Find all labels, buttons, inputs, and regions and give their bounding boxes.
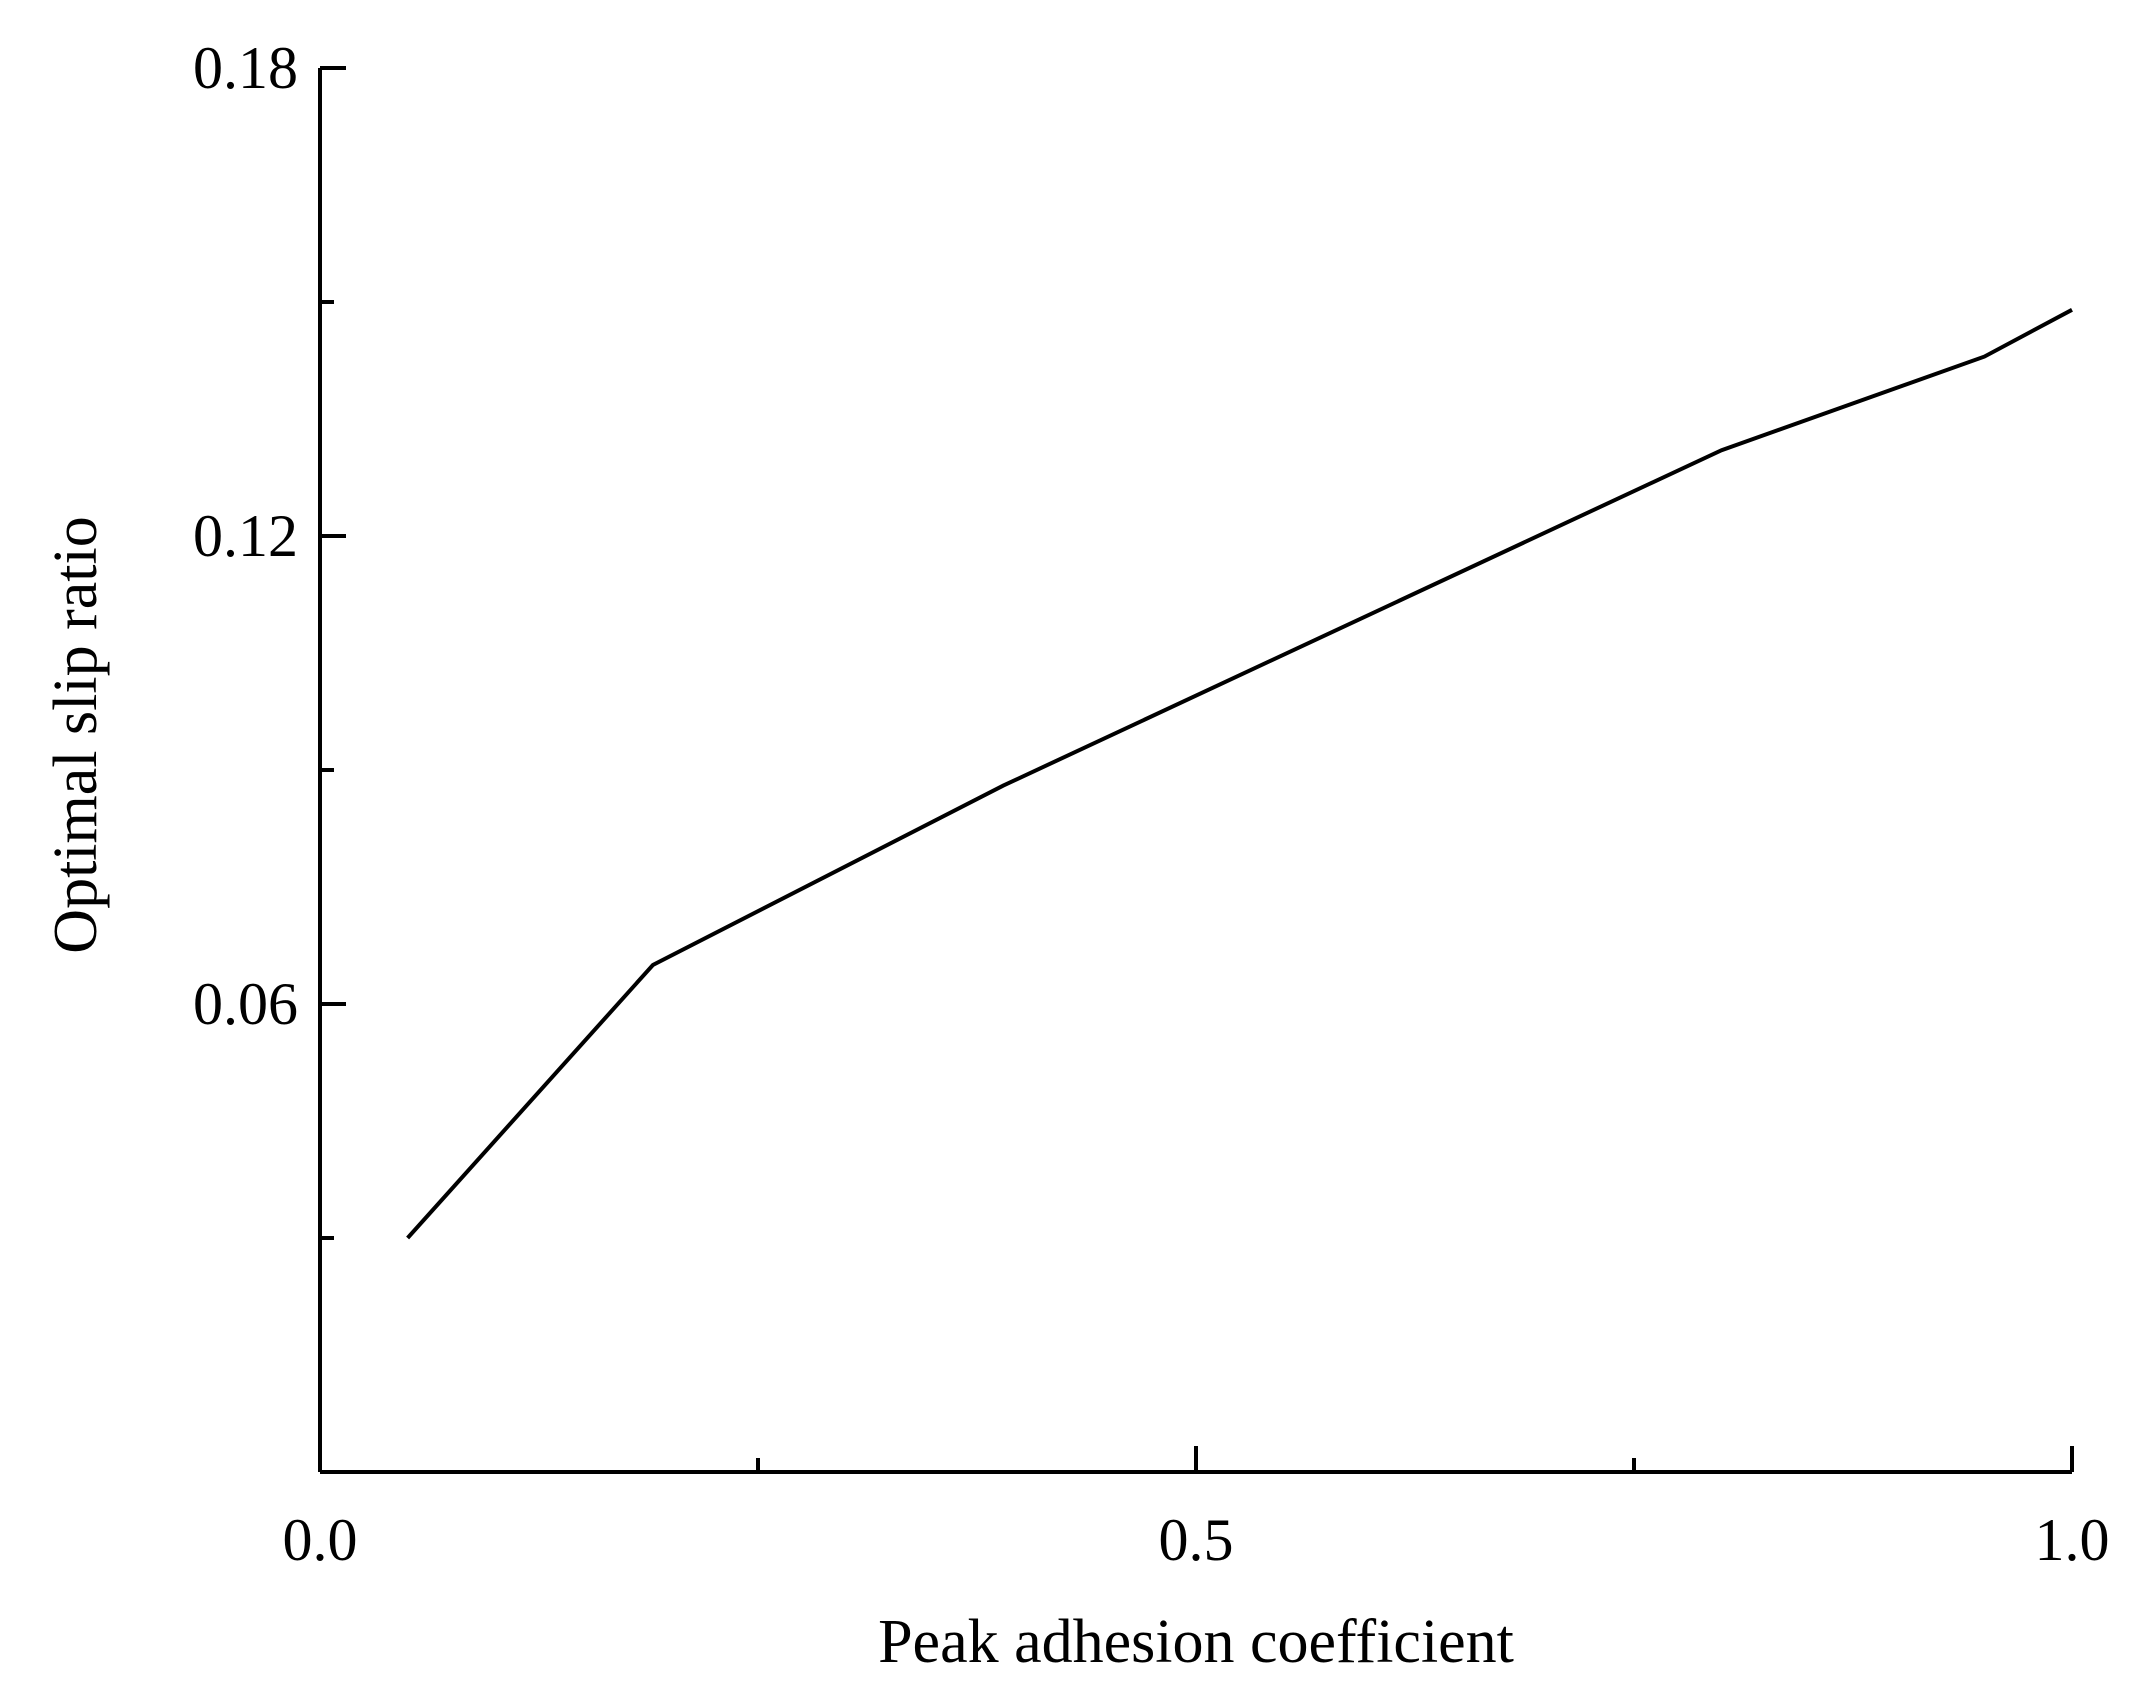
x-tick-label: 0.0 bbox=[283, 1507, 358, 1573]
y-tick-label: 0.12 bbox=[193, 503, 298, 569]
y-tick-label: 0.06 bbox=[193, 971, 298, 1037]
x-tick-label: 0.5 bbox=[1159, 1507, 1234, 1573]
x-axis-title: Peak adhesion coefficient bbox=[878, 1608, 1514, 1676]
series-layer bbox=[406, 308, 2073, 1240]
x-ticks: 0.0 0.5 1.0 bbox=[283, 1446, 2110, 1573]
axes bbox=[318, 68, 2072, 1474]
x-tick-label: 1.0 bbox=[2035, 1507, 2110, 1573]
series-line bbox=[406, 308, 2073, 1240]
y-tick-label: 0.18 bbox=[193, 35, 298, 101]
y-axis-title: Optimal slip ratio bbox=[42, 516, 110, 953]
y-ticks: 0.06 0.12 0.18 bbox=[193, 35, 346, 1240]
